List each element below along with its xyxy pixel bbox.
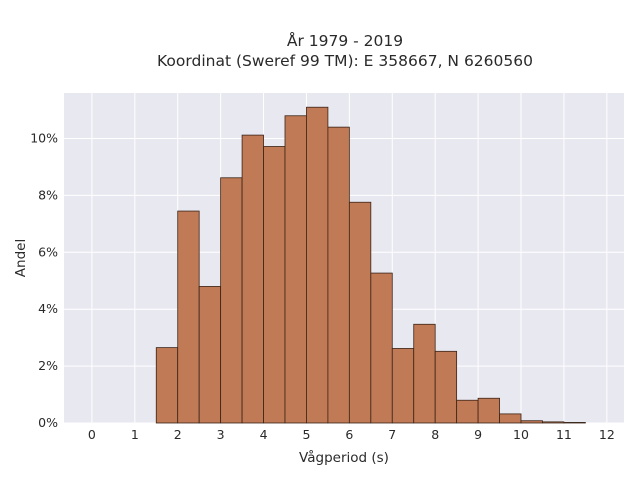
- histogram-bar: [370, 272, 393, 424]
- x-tick-label: 6: [345, 427, 353, 442]
- y-axis-label: Andel: [13, 239, 29, 277]
- y-tick-label: 8%: [38, 187, 58, 202]
- histogram-bar: [477, 397, 500, 424]
- histogram-bar: [327, 126, 350, 424]
- x-tick-label: 8: [431, 427, 439, 442]
- y-tick-label: 2%: [38, 358, 58, 373]
- histogram-bar: [177, 210, 200, 424]
- x-tick-label: 0: [88, 427, 96, 442]
- histogram-bar: [520, 420, 543, 424]
- histogram-bar: [241, 134, 264, 424]
- x-tick-label: 7: [388, 427, 396, 442]
- histogram-bar: [391, 348, 415, 424]
- x-axis-ticks: 0 1 2 3 4 5 6 7 8 9 10 11 12: [88, 427, 615, 442]
- x-tick-label: 10: [513, 427, 529, 442]
- histogram-bar: [434, 350, 458, 424]
- histogram-bar: [198, 286, 222, 424]
- histogram-bar: [220, 177, 243, 424]
- y-axis-ticks: 0% 2% 4% 6% 8% 10%: [30, 131, 58, 430]
- x-tick-label: 3: [217, 427, 225, 442]
- chart-title-line-1: År 1979 - 2019: [287, 31, 403, 50]
- histogram-bar: [563, 422, 586, 424]
- x-tick-label: 1: [131, 427, 139, 442]
- histogram-bar: [348, 201, 372, 424]
- x-axis-label: Vågperiod (s): [299, 449, 389, 466]
- x-tick-label: 5: [302, 427, 310, 442]
- histogram-bar: [155, 347, 179, 424]
- y-tick-label: 4%: [38, 301, 58, 316]
- x-tick-label: 2: [174, 427, 182, 442]
- histogram-bar: [542, 421, 565, 424]
- bars: [155, 106, 586, 424]
- histogram-bar: [263, 146, 286, 424]
- x-tick-label: 9: [474, 427, 482, 442]
- y-tick-label: 0%: [38, 415, 58, 430]
- histogram-bar: [284, 115, 307, 424]
- histogram-bar: [413, 323, 436, 424]
- x-tick-label: 4: [260, 427, 268, 442]
- histogram-bar: [499, 413, 522, 424]
- x-tick-label: 11: [556, 427, 572, 442]
- chart-title-line-2: Koordinat (Sweref 99 TM): E 358667, N 62…: [157, 52, 533, 70]
- histogram-bar: [456, 399, 479, 424]
- y-tick-label: 6%: [38, 244, 58, 259]
- x-tick-label: 12: [599, 427, 615, 442]
- y-tick-label: 10%: [30, 131, 58, 146]
- histogram-bar: [306, 106, 329, 424]
